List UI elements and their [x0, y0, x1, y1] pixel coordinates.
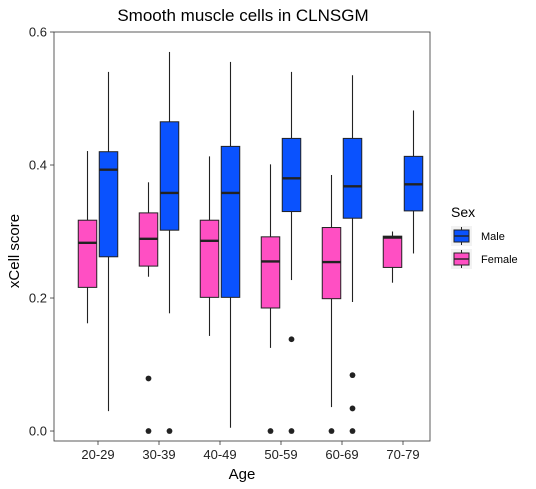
outlier-point: [145, 375, 152, 382]
box-iqr: [260, 236, 281, 309]
box-male-20-29: [98, 71, 119, 412]
outlier-point: [328, 428, 335, 434]
outlier-point: [349, 405, 356, 412]
box-iqr: [77, 219, 98, 288]
box-female-30-39: [138, 182, 159, 434]
box-iqr: [220, 145, 241, 298]
outlier-point: [288, 428, 295, 434]
outlier-point: [349, 372, 356, 379]
box-iqr: [159, 121, 180, 231]
chart-marks: [77, 51, 424, 434]
box-male-40-49: [220, 61, 241, 428]
box-male-50-59: [281, 71, 302, 434]
box-female-50-59: [260, 164, 281, 434]
outlier-point: [288, 336, 295, 343]
x-tick-label: 20-29: [81, 447, 114, 462]
y-tick-label: 0.2: [29, 291, 47, 306]
x-tick-label: 40-49: [203, 447, 236, 462]
outlier-point: [166, 428, 173, 434]
y-axis-ticks: 0.0 0.2 0.4 0.6: [29, 25, 54, 439]
x-axis-ticks: 20-29 30-39 40-49 50-59 60-69 70-79: [81, 441, 420, 462]
legend-title: Sex: [451, 204, 475, 220]
box-female-70-79: [382, 231, 403, 283]
box-female-60-69: [321, 174, 342, 434]
y-axis-title: xCell score: [6, 214, 23, 288]
x-axis-title: Age: [229, 466, 256, 483]
box-female-40-49: [199, 156, 220, 336]
x-tick-label: 70-79: [386, 447, 419, 462]
outlier-point: [145, 428, 152, 434]
box-female-20-29: [77, 151, 98, 324]
y-tick-label: 0.6: [29, 25, 47, 40]
box-male-60-69: [342, 75, 363, 434]
legend-label: Female: [481, 254, 518, 266]
legend-item-female: Female: [451, 249, 518, 269]
box-iqr: [342, 137, 363, 219]
box-male-30-39: [159, 51, 180, 434]
box-iqr: [199, 219, 220, 298]
box-iqr: [382, 235, 403, 268]
x-tick-label: 60-69: [325, 447, 358, 462]
legend-item-male: Male: [451, 226, 505, 246]
legend-label: Male: [481, 231, 505, 243]
y-tick-label: 0.4: [29, 158, 47, 173]
outlier-point: [267, 428, 274, 434]
y-tick-label: 0.0: [29, 424, 47, 439]
legend: Sex Male Female: [451, 204, 518, 269]
box-iqr: [281, 137, 302, 213]
x-tick-label: 50-59: [264, 447, 297, 462]
box-iqr: [98, 151, 119, 258]
legend-items: Male Female: [451, 226, 518, 269]
chart-title: Smooth muscle cells in CLNSGM: [117, 6, 368, 25]
outlier-point: [349, 428, 356, 434]
x-tick-label: 30-39: [142, 447, 175, 462]
box-male-70-79: [403, 110, 424, 254]
